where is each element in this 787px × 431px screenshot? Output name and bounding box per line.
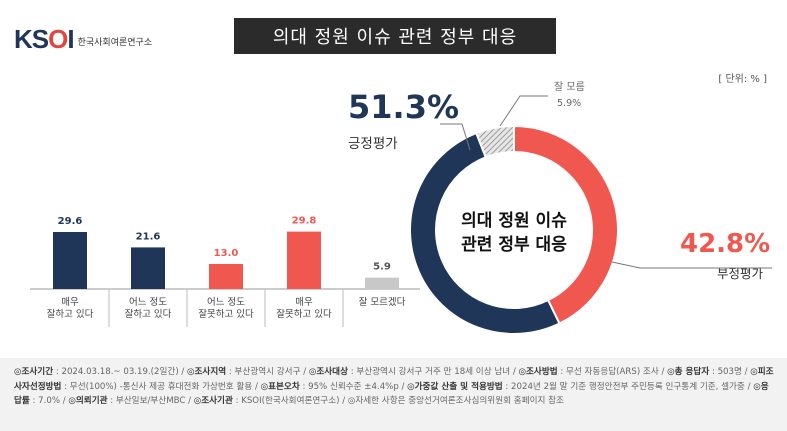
bar-category-label-2-0: 어느 정도 <box>207 297 245 308</box>
positive-value-label: 51.3% <box>348 88 459 126</box>
footer-item: ◎응답률 : 7.0% <box>14 381 769 407</box>
bar-value-label-3: 29.8 <box>292 216 317 227</box>
donut-center-label-0: 의대 정원 이슈 <box>461 211 567 231</box>
logo-subtitle: 한국사회여론연구소 <box>77 38 153 48</box>
bar-category-label-3-0: 매우 <box>295 297 313 308</box>
bar-category-label-4-0: 잘 모르겠다 <box>359 296 406 308</box>
bar-3 <box>287 231 321 289</box>
bar-value-label-4: 5.9 <box>373 262 391 273</box>
bar-value-label-0: 29.6 <box>58 216 83 227</box>
footer-item: ◎조사대상 : 부산광역시 강서구 거주 만 18세 이상 남녀 <box>308 367 511 377</box>
logo-wordmark: KSOI <box>14 24 75 54</box>
bar-category-label-3-1: 잘못하고 있다 <box>276 308 332 320</box>
negative-value-label: 42.8% <box>680 229 770 259</box>
footer-item: ◎피조사자선정방법 : 무선(100%) -통신사 제공 휴대전화 가상번호 활… <box>14 367 774 392</box>
dontknow-value-label: 5.9% <box>557 98 581 109</box>
donut-slice-1 <box>409 131 561 335</box>
bar-0 <box>53 232 87 289</box>
dontknow-name-label: 잘 모름 <box>554 81 585 93</box>
footer-item: ◎가중값 산출 및 적용방법 : 2024년 2월 말 기준 행정안전부 주민등… <box>407 381 745 392</box>
footer-item: ◎의뢰기관 : 부산일보/부산MBC <box>68 396 186 406</box>
bar-category-label-1-1: 잘하고 있다 <box>125 308 172 320</box>
bar-category-label-2-1: 잘못하고 있다 <box>198 308 254 320</box>
footer-background <box>0 358 787 431</box>
donut-center-label-1: 관련 정부 대응 <box>461 235 567 255</box>
bar-4 <box>365 277 399 289</box>
footer-item: ◎표본오차 : 95% 신뢰수준 ±4.4%p <box>260 381 399 392</box>
donut-slice-2 <box>475 124 515 159</box>
bar-value-label-2: 13.0 <box>214 248 239 259</box>
bar-2 <box>209 263 243 289</box>
bar-category-label-0-0: 매우 <box>61 297 79 308</box>
unit-label: [ 단위: % ] <box>718 74 767 85</box>
positive-leader-line <box>440 123 471 151</box>
bar-category-label-0-1: 잘하고 있다 <box>47 308 94 320</box>
dontknow-leader-line <box>499 95 548 127</box>
footer-item: ◎조사기간 : 2024.03.18.~ 03.19.(2일간) <box>14 367 179 377</box>
footer-item: ◎조사기관 : KSOI(한국사회여론연구소) <box>193 396 340 406</box>
survey-methodology-note: ◎조사기간 : 2024.03.18.~ 03.19.(2일간) / ◎조사지역… <box>14 367 774 407</box>
negative-name-label: 부정평가 <box>717 266 764 281</box>
positive-name-label: 긍정평가 <box>348 136 398 152</box>
bar-1 <box>131 247 165 289</box>
footer-item: ◎자세한 사항은 중앙선거여론조사심의위원회 홈페이지 참조 <box>347 396 564 406</box>
ksoi-logo: KSOI 한국사회여론연구소 <box>14 24 152 55</box>
bar-category-label-1-0: 어느 정도 <box>129 297 167 308</box>
bar-value-label-1: 21.6 <box>136 231 161 242</box>
chart-title: 의대 정원 이슈 관련 정부 대응 <box>234 18 556 54</box>
footer-item: ◎조사방법 : 무선 자동응답(ARS) 조사 <box>518 367 659 377</box>
footer-item: ◎총 응답자 : 503명 <box>667 367 742 377</box>
footer-item: ◎조사지역 : 부산광역시 강서구 <box>187 367 301 377</box>
negative-leader-line <box>611 261 772 269</box>
